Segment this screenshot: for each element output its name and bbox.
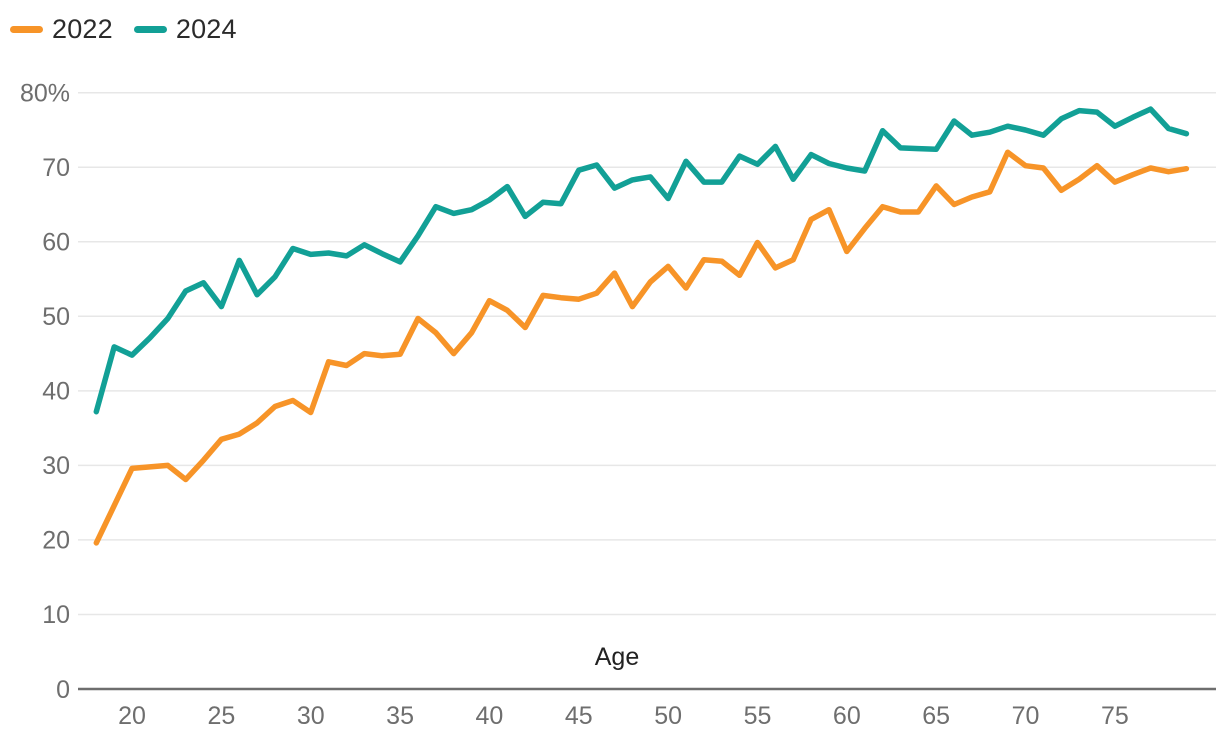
y-tick-label: 10: [42, 601, 70, 629]
x-tick-label: 70: [1012, 702, 1040, 730]
legend-swatch-2024: [133, 26, 167, 33]
x-tick-label: 50: [654, 702, 682, 730]
y-tick-label: 40: [42, 378, 70, 406]
x-tick-label: 35: [386, 702, 414, 730]
x-tick-label: 55: [744, 702, 772, 730]
series-line-2024: [93, 106, 1190, 415]
x-tick-label: 75: [1101, 702, 1129, 730]
x-tick-label: 30: [297, 702, 325, 730]
series-line-2022: [93, 149, 1190, 546]
y-tick-label: 60: [42, 229, 70, 257]
x-tick-label: 20: [118, 702, 146, 730]
y-tick-label: 0: [56, 676, 70, 704]
legend-swatch-2022: [10, 26, 43, 33]
x-tick-label: 60: [833, 702, 861, 730]
x-tick-label: 65: [922, 702, 950, 730]
y-tick-label: 80%: [20, 79, 70, 107]
legend-item-2022: 2022: [10, 14, 113, 45]
legend-label-2024: 2024: [175, 14, 237, 44]
x-tick-label: 40: [476, 702, 504, 730]
x-axis-title: Age: [595, 643, 639, 671]
legend-item-2024: 2024: [133, 14, 237, 45]
x-tick-label: 45: [565, 702, 593, 730]
y-tick-label: 50: [42, 303, 70, 331]
y-tick-label: 30: [42, 452, 70, 480]
y-tick-label: 20: [42, 527, 70, 555]
y-tick-label: 70: [42, 154, 70, 182]
chart-legend: 2022 2024: [10, 14, 237, 45]
legend-label-2022: 2022: [52, 14, 113, 44]
x-tick-label: 25: [207, 702, 235, 730]
